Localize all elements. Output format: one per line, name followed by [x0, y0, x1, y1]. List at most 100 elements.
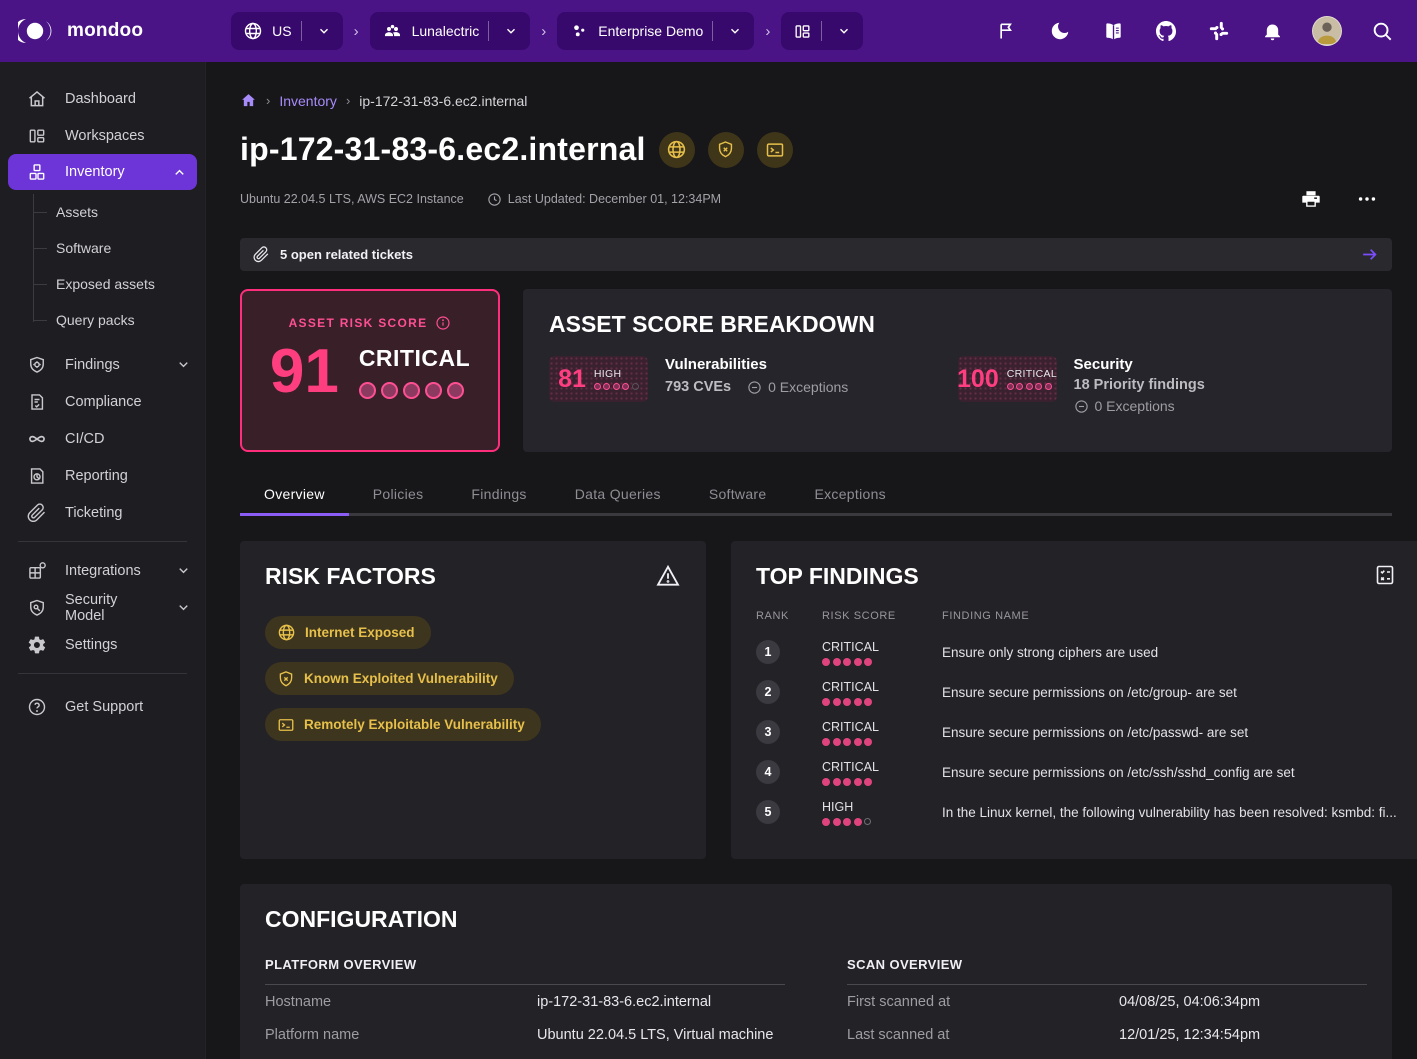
sidebar-item-ticketing[interactable]: Ticketing — [0, 494, 205, 531]
breakdown-item-detail: 793 CVEs — [665, 379, 732, 395]
config-row: Hostname ip-172-31-83-6.ec2.internal — [265, 985, 785, 1018]
finding-name: Ensure secure permissions on /etc/passwd… — [942, 724, 1249, 740]
finding-severity: CRITICAL — [822, 640, 879, 654]
user-avatar[interactable] — [1312, 16, 1342, 46]
arrow-right-icon[interactable] — [1360, 245, 1379, 264]
sidebar-item-label: CI/CD — [65, 430, 105, 447]
score-value: 81 — [558, 364, 586, 393]
last-updated: Last Updated: December 01, 12:34PM — [507, 192, 722, 206]
sidebar-item-query-packs[interactable]: Query packs — [0, 302, 205, 338]
sub-item-label: Software — [56, 240, 112, 256]
finding-row[interactable]: 3 CRITICAL Ensure secure permissions on … — [756, 712, 1397, 752]
tab-exceptions[interactable]: Exceptions — [814, 486, 886, 502]
inventory-boxes-icon — [26, 162, 48, 182]
finding-row[interactable]: 5 HIGH In the Linux kernel, the followin… — [756, 792, 1397, 832]
tab-findings[interactable]: Findings — [471, 486, 527, 502]
breakdown-item-vulnerabilities: 81 HIGH Vulnerabilities 793 CVEs — [549, 356, 958, 414]
platform-summary: Ubuntu 22.04.5 LTS, AWS EC2 Instance — [240, 192, 464, 206]
tab-data-queries[interactable]: Data Queries — [574, 486, 661, 502]
risk-severity-dots — [358, 382, 470, 399]
sidebar-item-assets[interactable]: Assets — [0, 194, 205, 230]
workspace-chevron-down-icon[interactable] — [831, 20, 857, 42]
sidebar-item-label: Inventory — [65, 164, 125, 180]
risk-factor-badge-internet-exposed: Internet Exposed — [265, 616, 431, 649]
finding-name: Ensure only strong ciphers are used — [942, 644, 1159, 660]
sidebar-item-cicd[interactable]: CI/CD — [0, 420, 205, 457]
scan-overview-section: SCAN OVERVIEW First scanned at 04/08/25,… — [847, 957, 1367, 1051]
chip-divider — [821, 21, 823, 41]
badge-label: Known Exploited Vulnerability — [304, 671, 498, 686]
dark-mode-moon-icon[interactable] — [1047, 18, 1073, 44]
help-circle-icon — [26, 697, 48, 717]
finding-row[interactable]: 2 CRITICAL Ensure secure permissions on … — [756, 672, 1397, 712]
flag-icon[interactable] — [994, 18, 1020, 44]
more-options-button[interactable] — [1354, 186, 1380, 212]
organization-chevron-down-icon[interactable] — [498, 20, 524, 42]
mondoo-logo[interactable]: mondoo — [18, 18, 143, 44]
shield-x-icon — [279, 670, 293, 686]
config-row: Platform name Ubuntu 22.04.5 LTS, Virtua… — [265, 1018, 785, 1051]
sidebar-item-label: Dashboard — [65, 90, 136, 107]
checklist-icon[interactable] — [1373, 563, 1397, 587]
github-icon[interactable] — [1153, 18, 1179, 44]
tab-software[interactable]: Software — [708, 486, 767, 502]
space-chevron-down-icon[interactable] — [722, 20, 748, 42]
inventory-sub-list: Assets Software Exposed assets Query pac… — [0, 194, 205, 338]
related-tickets-banner[interactable]: 5 open related tickets — [240, 238, 1392, 271]
chevron-up-icon — [172, 165, 187, 180]
config-label: Last scanned at — [847, 1026, 950, 1043]
breadcrumb-home-icon[interactable] — [240, 92, 257, 109]
breakdown-item-detail: 18 Priority findings — [1073, 377, 1205, 393]
print-button[interactable] — [1298, 186, 1324, 212]
tab-overview[interactable]: Overview — [240, 474, 349, 516]
score-dots — [1006, 383, 1057, 390]
search-icon[interactable] — [1369, 18, 1395, 44]
tree-line — [33, 194, 34, 322]
sidebar-item-workspaces[interactable]: Workspaces — [0, 117, 205, 154]
sidebar-item-reporting[interactable]: Reporting — [0, 457, 205, 494]
clock-icon — [488, 192, 501, 206]
region-chip[interactable]: US — [231, 12, 343, 50]
top-findings-title: TOP FINDINGS — [756, 563, 919, 589]
info-icon[interactable] — [435, 315, 451, 331]
mondoo-logo-icon — [18, 19, 52, 43]
logo-text: mondoo — [67, 20, 144, 41]
risk-severity: CRITICAL — [358, 345, 471, 371]
platform-overview-section: PLATFORM OVERVIEW Hostname ip-172-31-83-… — [265, 957, 785, 1051]
header-actions — [994, 16, 1395, 46]
space-chip-label: Enterprise Demo — [598, 23, 704, 39]
scope-separator: › — [541, 22, 547, 40]
configuration-card: CONFIGURATION PLATFORM OVERVIEW Hostname… — [240, 884, 1392, 1059]
sidebar-item-dashboard[interactable]: Dashboard — [0, 80, 205, 117]
gear-icon — [26, 635, 48, 655]
minus-circle-icon — [748, 380, 761, 394]
space-chip[interactable]: Enterprise Demo — [557, 12, 755, 50]
sidebar-item-settings[interactable]: Settings — [0, 626, 205, 663]
docs-book-icon[interactable] — [1100, 18, 1126, 44]
workspace-chip[interactable] — [781, 12, 864, 50]
sidebar-item-integrations[interactable]: Integrations — [0, 552, 205, 589]
organization-chip[interactable]: Lunalectric — [369, 12, 531, 50]
sidebar-item-security-model[interactable]: Security Model — [0, 589, 205, 626]
breadcrumb-link-inventory[interactable]: Inventory — [279, 92, 337, 109]
rank-badge: 1 — [756, 640, 780, 664]
asset-tabs: Overview Policies Findings Data Queries … — [240, 474, 1392, 516]
chip-divider — [488, 21, 490, 41]
sidebar-item-compliance[interactable]: Compliance — [0, 383, 205, 420]
globe-icon — [278, 624, 295, 641]
finding-severity-dots — [822, 658, 942, 666]
top-findings-card: TOP FINDINGS RANK RISK SCORE FINDING NAM… — [731, 541, 1417, 859]
region-chevron-down-icon[interactable] — [311, 20, 337, 42]
notifications-bell-icon[interactable] — [1259, 18, 1285, 44]
finding-row[interactable]: 1 CRITICAL Ensure only strong ciphers ar… — [756, 632, 1397, 672]
finding-row[interactable]: 4 CRITICAL Ensure secure permissions on … — [756, 752, 1397, 792]
tab-policies[interactable]: Policies — [372, 486, 424, 502]
sidebar-item-findings[interactable]: Findings — [0, 346, 205, 383]
sidebar-item-exposed-assets[interactable]: Exposed assets — [0, 266, 205, 302]
finding-name: Ensure secure permissions on /etc/group-… — [942, 684, 1237, 700]
scan-overview-title: SCAN OVERVIEW — [847, 957, 1367, 985]
sidebar-item-software[interactable]: Software — [0, 230, 205, 266]
sidebar-item-get-support[interactable]: Get Support — [0, 688, 205, 725]
slack-icon[interactable] — [1206, 18, 1232, 44]
sidebar-item-inventory[interactable]: Inventory — [8, 154, 197, 190]
